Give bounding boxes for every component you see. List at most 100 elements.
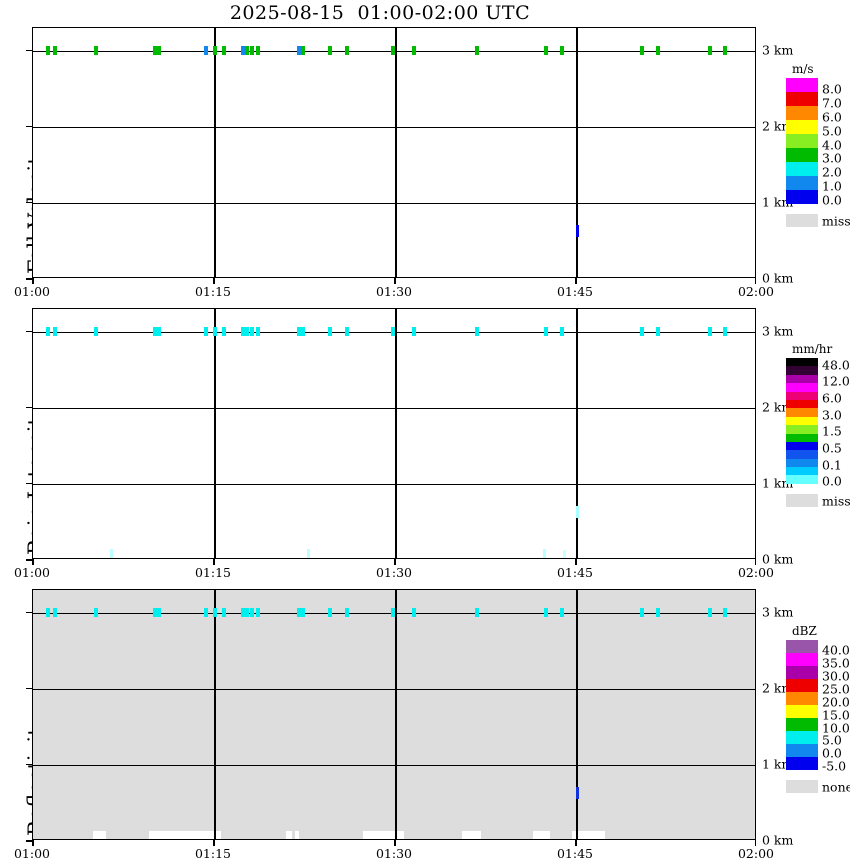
data-cell [203,608,208,618]
colorbar-swatches [786,358,818,484]
plot-area-reflectivity [32,589,756,840]
y-axis-tick [26,559,32,561]
y-axis-label: 1 km [762,756,794,772]
y-axis-tick [26,49,32,52]
data-cell [45,608,50,618]
y-axis-label: 0 km [762,551,794,567]
data-cell [301,46,306,56]
x-axis-tick [32,278,34,284]
plot-panel-fall-velocity[interactable]: 0 km 1 km 2 km 3 km 01:00 01:15 01:30 01:45 02:0… [14,27,793,299]
gridline-vertical [214,28,216,277]
colorbar-tick-label: 6.0 [822,390,842,406]
data-cell [153,327,158,337]
data-cell [157,46,162,56]
page-title: 2025-08-15 01:00-02:00 UTC [229,2,531,24]
colorbar-tick-label: -5.0 [822,758,847,774]
x-axis-tick [394,559,396,565]
colorbar-swatch [786,653,818,666]
y-axis-label: 2 km [762,680,794,696]
x-axis-label: 01:00 [13,565,51,580]
data-cell [307,549,311,558]
data-cell [45,327,50,337]
colorbar-swatch [786,757,818,770]
colorbar-tick-label: 8.0 [822,81,842,97]
x-axis-label: 01:30 [375,846,413,861]
data-cell [212,46,217,56]
y-axis-tick [26,482,32,485]
y-axis-label: 2 km [762,399,794,415]
data-cell [157,608,162,618]
colorbar-swatch [786,391,818,400]
data-cell [475,46,480,56]
x-axis-label: 01:45 [556,846,594,861]
x-axis-tick [394,278,396,284]
no-data-band [93,831,106,839]
data-cell [575,506,579,519]
colorbar-tick-label: 1.0 [822,178,842,194]
data-cell [411,608,416,618]
colorbar-missing-swatch [786,494,818,507]
plot-area-rain-intensity [32,308,756,559]
gridline-vertical [214,590,216,839]
colorbar-swatch [786,705,818,718]
gridline-horizontal [33,202,755,205]
y-axis-tick [26,201,32,204]
y-axis-tick [26,840,32,842]
colorbar-swatch [786,408,818,417]
y-axis-label: 3 km [762,323,794,339]
data-cell [543,327,548,337]
data-cell [707,327,712,337]
x-axis-tick [754,278,756,284]
colorbar-swatch [786,134,818,148]
data-cell [390,608,395,618]
no-data-band [363,831,404,839]
data-cell [244,608,249,618]
data-cell [345,608,350,618]
colorbar-swatch [786,450,818,459]
data-cell [240,608,245,618]
colorbar-swatch [786,399,818,409]
colorbar-swatch [786,416,818,426]
data-cell [575,225,579,238]
data-cell [212,327,217,337]
data-cell [723,608,728,618]
data-cell [655,327,660,337]
colorbar-tick-label: 0.5 [822,440,842,456]
data-cell [411,46,416,56]
data-cell [240,46,245,56]
y-axis-tick [26,763,32,766]
colorbar-swatch [786,718,818,731]
x-axis-label: 02:00 [737,284,775,299]
colorbar-reflectivity: dBZ 40.0 35.0 30.0 25.0 20.0 15.0 10.0 5.0 0.0 -5.… [786,624,850,800]
colorbar-fall-velocity: m/s 8.0 7.0 6.0 5.0 4.0 3.0 2.0 1.0 0.0 miss [786,62,850,234]
colorbar-tick-label: 12.0 [822,373,850,389]
x-axis-tick [213,559,215,565]
gridline-horizontal [33,764,755,767]
data-cell [559,46,564,56]
data-cell [203,327,208,337]
colorbar-swatch [786,78,818,92]
gridline-horizontal [33,483,755,486]
plot-panel-reflectivity[interactable]: 0 km 1 km 2 km 3 km 01:00 01:15 01:30 01:45 02:0… [14,589,793,861]
data-cell [559,608,564,618]
x-axis-label: 02:00 [737,565,775,580]
colorbar-missing-swatch [786,780,818,793]
plot-panel-rain-intensity[interactable]: 0 km 1 km 2 km 3 km 01:00 01:15 01:30 01:45 02:0… [14,308,793,580]
data-cell [543,46,548,56]
no-data-band [148,831,222,839]
y-axis-label: 0 km [762,270,794,286]
gridline-vertical [395,309,397,558]
colorbar-swatch [786,475,818,484]
y-axis-tick [26,330,32,333]
colorbar-swatch [786,383,818,392]
x-axis-tick [575,278,577,284]
y-axis-label: 3 km [762,42,794,58]
colorbar-tick-label: 0.0 [822,745,842,761]
y-axis-label: 3 km [762,604,794,620]
data-cell [301,327,306,337]
colorbar-tick-label: 5.0 [822,123,842,139]
colorbar-swatch [786,176,818,190]
colorbar-unit-label: m/s [792,62,814,76]
data-cell [93,46,98,56]
data-cell [475,327,480,337]
